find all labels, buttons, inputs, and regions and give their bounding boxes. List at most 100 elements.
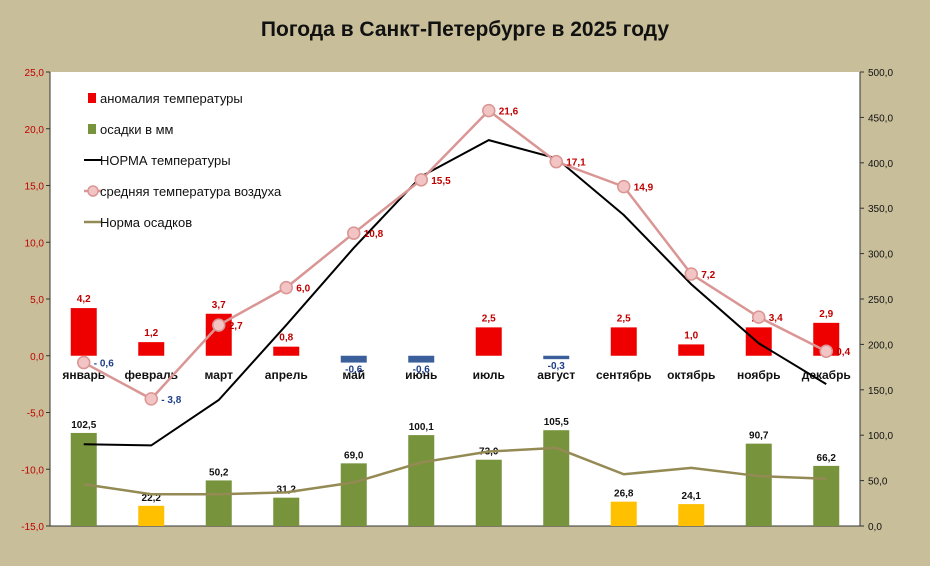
month-label: май (342, 368, 365, 382)
precip-bar (273, 497, 300, 526)
avg-temp-marker (212, 318, 226, 332)
anomaly-bar (70, 308, 97, 356)
anomaly-label: 1,0 (684, 330, 698, 341)
month-label: июнь (405, 368, 437, 382)
avg-temp-marker (482, 103, 496, 118)
anomaly-bar (273, 346, 300, 356)
precip-label: 105,5 (544, 417, 569, 428)
right-tick-label: 200,0 (868, 340, 893, 351)
anomaly-bar (543, 355, 570, 360)
anomaly-label: -0,3 (548, 361, 566, 372)
avg-temp-marker (617, 179, 631, 194)
precip-label: 24,1 (682, 491, 702, 502)
legend-swatch-precip (88, 124, 96, 134)
right-tick-label: 150,0 (868, 386, 893, 397)
precip-label: 22,2 (142, 493, 162, 504)
precip-label: 69,0 (344, 450, 364, 461)
month-label: апрель (265, 368, 308, 382)
avg-temp-label: 14,9 (634, 183, 654, 194)
legend-label: аномалия температуры (100, 91, 243, 106)
anomaly-label: 3,7 (212, 300, 226, 311)
anomaly-bar (678, 344, 705, 356)
legend-label: НОРМА температуры (100, 153, 231, 168)
left-tick-label: 0,0 (30, 352, 44, 363)
left-tick-label: -15,0 (21, 522, 44, 533)
anomaly-bar (475, 327, 502, 356)
temp-norm-line (83, 139, 827, 447)
precip-bar (678, 504, 705, 526)
precip-bar (745, 443, 772, 526)
avg-temp-label: 0,4 (836, 347, 850, 358)
precip-bar (475, 459, 502, 526)
anomaly-bar (138, 342, 165, 356)
left-tick-label: 5,0 (30, 295, 44, 306)
avg-temp-label: 10,8 (364, 229, 384, 240)
precip-bar (408, 435, 435, 526)
precip-label: 26,8 (614, 489, 634, 500)
precip-label: 50,2 (209, 467, 229, 478)
anomaly-label: 2,9 (819, 309, 833, 320)
avg-temp-marker (77, 355, 91, 370)
precip-bar (340, 463, 367, 526)
right-tick-label: 500,0 (868, 68, 893, 79)
precip-bar (205, 480, 232, 526)
precip-label: 102,5 (71, 420, 96, 431)
precip-bar (138, 505, 165, 526)
anomaly-label: 1,2 (144, 328, 158, 339)
right-tick-label: 450,0 (868, 113, 893, 124)
legend-label: средняя температура воздуха (100, 184, 282, 199)
month-label: март (205, 368, 234, 382)
precip-bar (813, 465, 840, 526)
month-label: октябрь (667, 368, 715, 382)
left-tick-label: 25,0 (25, 68, 45, 79)
anomaly-label: -0,6 (345, 365, 363, 376)
precip-bar (543, 430, 570, 526)
anomaly-bar (408, 355, 435, 363)
precip-norm-line (83, 446, 827, 496)
avg-temp-marker (684, 267, 698, 281)
month-label: декабрь (802, 368, 851, 382)
month-label: июль (473, 368, 505, 382)
avg-temp-marker (414, 173, 428, 187)
avg-temp-marker (549, 154, 563, 169)
right-tick-label: 400,0 (868, 159, 893, 170)
anomaly-label: 0,8 (279, 333, 293, 344)
right-tick-label: 50,0 (868, 477, 888, 488)
left-tick-label: -10,0 (21, 465, 44, 476)
right-tick-label: 300,0 (868, 250, 893, 261)
legend-swatch-avg-temp-marker (87, 185, 99, 197)
avg-temp-label: 15,5 (431, 176, 451, 187)
right-tick-label: 250,0 (868, 295, 893, 306)
avg-temp-marker (752, 310, 766, 324)
avg-temp-label: - 0,6 (94, 359, 114, 370)
avg-temp-marker (347, 226, 361, 240)
left-tick-label: -5,0 (27, 409, 45, 420)
month-label: август (537, 368, 575, 382)
anomaly-label: 2,5 (617, 313, 631, 324)
avg-temp-label: 21,6 (499, 107, 519, 118)
anomaly-label: 2,5 (482, 313, 496, 324)
precip-label: 90,7 (749, 431, 769, 442)
left-tick-label: 20,0 (25, 125, 45, 136)
avg-temp-label: 3,4 (769, 313, 783, 324)
anomaly-label: -0,6 (413, 365, 431, 376)
precip-label: 100,1 (409, 422, 434, 433)
precip-bar (610, 501, 637, 526)
month-label: февраль (125, 368, 178, 382)
left-tick-label: 15,0 (25, 182, 45, 193)
right-tick-label: 0,0 (868, 522, 882, 533)
month-label: сентябрь (596, 368, 652, 382)
avg-temp-marker (819, 344, 833, 358)
anomaly-bar (340, 355, 367, 363)
anomaly-bar (745, 327, 772, 356)
right-tick-label: 100,0 (868, 431, 893, 442)
anomaly-label: 4,2 (77, 294, 91, 305)
month-label: январь (62, 368, 105, 382)
avg-temp-marker (279, 280, 293, 295)
avg-temp-label: 6,0 (296, 284, 310, 295)
precip-label: 66,2 (817, 453, 837, 464)
legend-swatch-anomaly (88, 93, 96, 103)
legend-label: Норма осадков (100, 215, 192, 230)
chart-title: Погода в Санкт-Петербурге в 2025 году (260, 18, 670, 41)
